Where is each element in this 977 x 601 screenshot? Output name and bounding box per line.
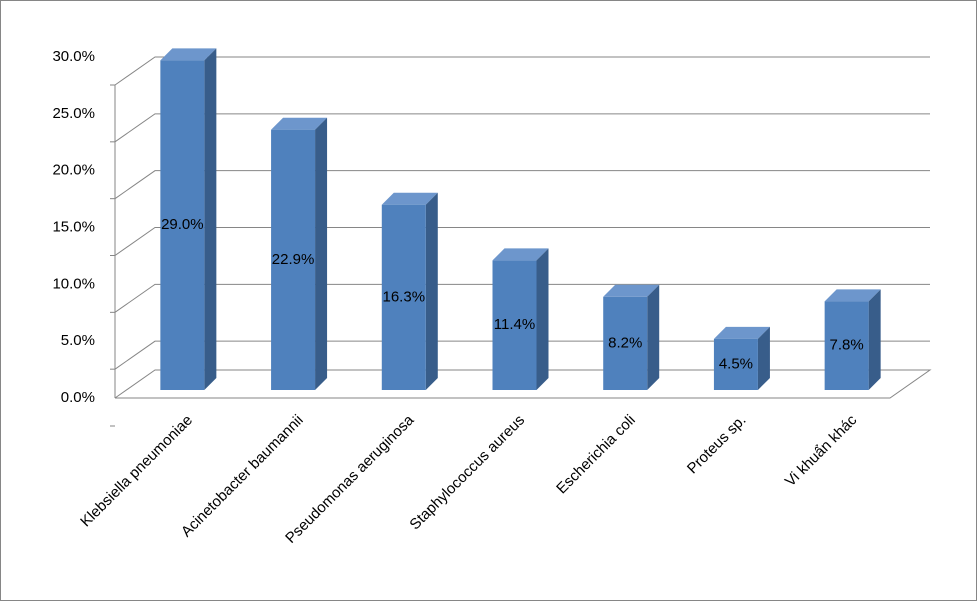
bar-top xyxy=(713,326,770,339)
y-tick-label: 0.0% xyxy=(61,389,95,406)
bar-top xyxy=(492,248,549,261)
bar xyxy=(824,301,869,390)
bar-top xyxy=(603,284,660,297)
data-label: 8.2% xyxy=(608,334,642,351)
data-label: 22.9% xyxy=(272,251,315,268)
y-tick-label: 25.0% xyxy=(52,105,95,122)
bar xyxy=(381,204,426,390)
bar-side xyxy=(204,48,217,390)
y-tick-label: 20.0% xyxy=(52,162,95,179)
bar-side xyxy=(868,289,881,390)
y-tick-label: 10.0% xyxy=(52,275,95,292)
grid-line xyxy=(114,340,930,370)
data-label: 16.3% xyxy=(383,288,426,305)
data-label: 11.4% xyxy=(494,316,535,333)
bar-side xyxy=(315,117,328,390)
y-tick-label: 5.0% xyxy=(61,332,95,349)
y-tick-label: 15.0% xyxy=(52,218,95,235)
bar-top xyxy=(271,117,328,130)
bar xyxy=(160,60,205,390)
data-label: 29.0% xyxy=(161,216,204,233)
bar-top xyxy=(381,192,438,205)
bar-side xyxy=(425,192,438,390)
bar-side xyxy=(757,326,770,390)
bar-side xyxy=(536,248,549,390)
grid-line xyxy=(114,283,930,313)
bar xyxy=(603,296,648,390)
y-tick-label: 30.0% xyxy=(52,48,95,65)
floor xyxy=(114,369,932,399)
data-label: 4.5% xyxy=(719,355,753,372)
bar-side xyxy=(647,284,660,390)
bar-top xyxy=(160,48,217,61)
grid-line xyxy=(114,56,930,86)
bar xyxy=(492,260,537,390)
data-label: 7.8% xyxy=(830,337,864,354)
bar xyxy=(271,129,316,390)
grid-line xyxy=(114,170,930,200)
grid-line xyxy=(114,227,930,256)
grid-line xyxy=(114,113,930,143)
bar-top xyxy=(824,289,881,302)
bar xyxy=(713,338,758,390)
